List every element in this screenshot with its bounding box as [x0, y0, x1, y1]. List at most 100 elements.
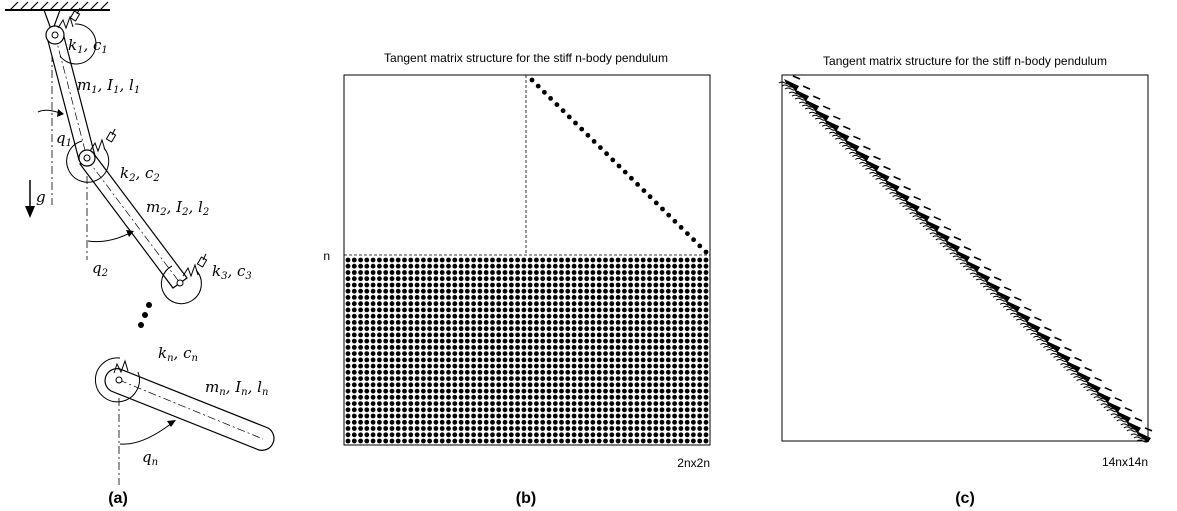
matrix-b-nonzero	[370, 295, 376, 300]
matrix-b-nonzero	[678, 288, 684, 294]
matrix-b-nonzero	[659, 257, 665, 263]
matrix-b-nonzero	[596, 357, 602, 363]
matrix-b-nonzero	[515, 426, 520, 431]
matrix-b-nonzero	[703, 394, 709, 400]
matrix-b-nonzero	[609, 407, 615, 413]
matrix-b-nonzero	[358, 432, 363, 438]
matrix-b-nonzero	[578, 401, 583, 406]
matrix-b-nonzero	[571, 295, 577, 300]
matrix-c-offdiag	[1063, 366, 1076, 370]
matrix-b-nonzero	[534, 345, 539, 350]
matrix-b-nonzero	[414, 320, 420, 325]
matrix-b-nonzero	[433, 301, 439, 307]
matrix-c-block	[1105, 400, 1121, 413]
matrix-b-nonzero	[603, 369, 608, 375]
matrix-b-nonzero	[358, 263, 363, 269]
matrix-b-nonzero	[647, 363, 652, 369]
matrix-b-nonzero	[414, 338, 420, 344]
matrix-b-nonzero	[647, 407, 652, 413]
matrix-b-nonzero	[653, 295, 659, 300]
matrix-b-nonzero	[546, 426, 552, 431]
matrix-b-nonzero	[358, 407, 363, 413]
matrix-b-nonzero	[571, 382, 577, 388]
matrix-b-nonzero	[464, 282, 470, 288]
matrix-b-nonzero	[458, 432, 464, 438]
matrix-b-nonzero	[659, 295, 665, 300]
matrix-b-nonzero	[552, 282, 558, 288]
matrix-b-nonzero	[515, 332, 520, 338]
matrix-b-nonzero	[521, 263, 527, 269]
matrix-b-nonzero	[414, 307, 420, 313]
matrix-c-block	[1095, 390, 1111, 403]
matrix-b-nonzero	[622, 270, 627, 275]
matrix-b-nonzero	[697, 270, 703, 275]
matrix-b-nonzero	[464, 419, 470, 425]
matrix-b-nonzero	[552, 413, 558, 419]
matrix-b-nonzero	[483, 257, 489, 263]
matrix-b-nonzero	[609, 270, 615, 275]
matrix-b-nonzero	[345, 382, 351, 388]
matrix-b-nonzero	[515, 357, 520, 363]
matrix-b-nonzero	[609, 345, 615, 350]
matrix-b-nonzero	[546, 295, 552, 300]
matrix-b-nonzero	[427, 419, 432, 425]
matrix-c-block	[1065, 360, 1081, 373]
matrix-b-nonzero	[534, 351, 539, 356]
matrix-b-nonzero	[684, 263, 690, 269]
matrix-b-nonzero	[603, 276, 608, 282]
matrix-b-nonzero	[502, 326, 508, 332]
matrix-c-block	[1075, 370, 1091, 383]
matrix-b-nonzero	[490, 351, 495, 356]
matrix-b-nonzero	[421, 270, 426, 275]
matrix-b-nonzero	[496, 338, 502, 344]
matrix-b-nonzero	[389, 301, 395, 307]
matrix-b-nonzero	[559, 438, 564, 444]
matrix-b-nonzero	[471, 276, 476, 282]
matrix-b-nonzero	[345, 363, 351, 369]
matrix-b-nonzero	[370, 388, 376, 394]
matrix-b-nonzero	[584, 407, 590, 413]
matrix-b-nonzero	[351, 426, 357, 431]
matrix-b-nonzero	[351, 357, 357, 363]
matrix-b-nonzero	[345, 263, 351, 269]
matrix-b-nonzero	[521, 407, 527, 413]
matrix-b-nonzero	[377, 363, 382, 369]
matrix-b-nonzero	[653, 257, 659, 263]
matrix-b-nonzero	[640, 351, 646, 356]
matrix-b-nonzero	[446, 438, 451, 444]
matrix-b-nonzero	[421, 257, 426, 263]
matrix-b-nonzero	[678, 363, 684, 369]
matrix-c-offdiag	[972, 275, 986, 279]
matrix-b-nonzero	[483, 307, 489, 313]
matrix-b-nonzero	[640, 369, 646, 375]
matrix-b-nonzero	[496, 263, 502, 269]
matrix-b-nonzero	[490, 320, 495, 325]
matrix-b-nonzero	[458, 345, 464, 350]
matrix-b-nonzero	[345, 401, 351, 406]
matrix-b-nonzero	[603, 326, 608, 332]
matrix-b-nonzero	[653, 282, 659, 288]
matrix-b-nonzero	[590, 320, 596, 325]
matrix-b-nonzero	[565, 338, 571, 344]
matrix-b-nonzero	[477, 326, 483, 332]
matrix-b-nonzero	[395, 426, 401, 431]
matrix-b-nonzero	[622, 276, 627, 282]
matrix-b-nonzero	[628, 295, 633, 300]
matrix-b-nonzero	[521, 357, 527, 363]
matrix-c-offdiag	[1134, 417, 1143, 422]
matrix-c-offdiag	[808, 111, 822, 115]
matrix-b-nonzero	[358, 326, 363, 332]
matrix-b-nonzero	[446, 357, 451, 363]
matrix-b-nonzero	[364, 301, 370, 307]
matrix-b-nonzero	[351, 326, 357, 332]
matrix-b-nonzero	[590, 313, 596, 319]
matrix-b-nonzero	[534, 326, 539, 332]
matrix-b-nonzero	[653, 307, 659, 313]
matrix-b-nonzero	[471, 426, 476, 431]
matrix-b-nonzero	[546, 407, 552, 413]
matrix-b-nonzero	[672, 307, 677, 313]
matrix-b-nonzero	[596, 419, 602, 425]
matrix-b-nonzero	[571, 257, 577, 263]
matrix-b-nonzero	[596, 426, 602, 431]
matrix-b-nonzero	[490, 357, 495, 363]
